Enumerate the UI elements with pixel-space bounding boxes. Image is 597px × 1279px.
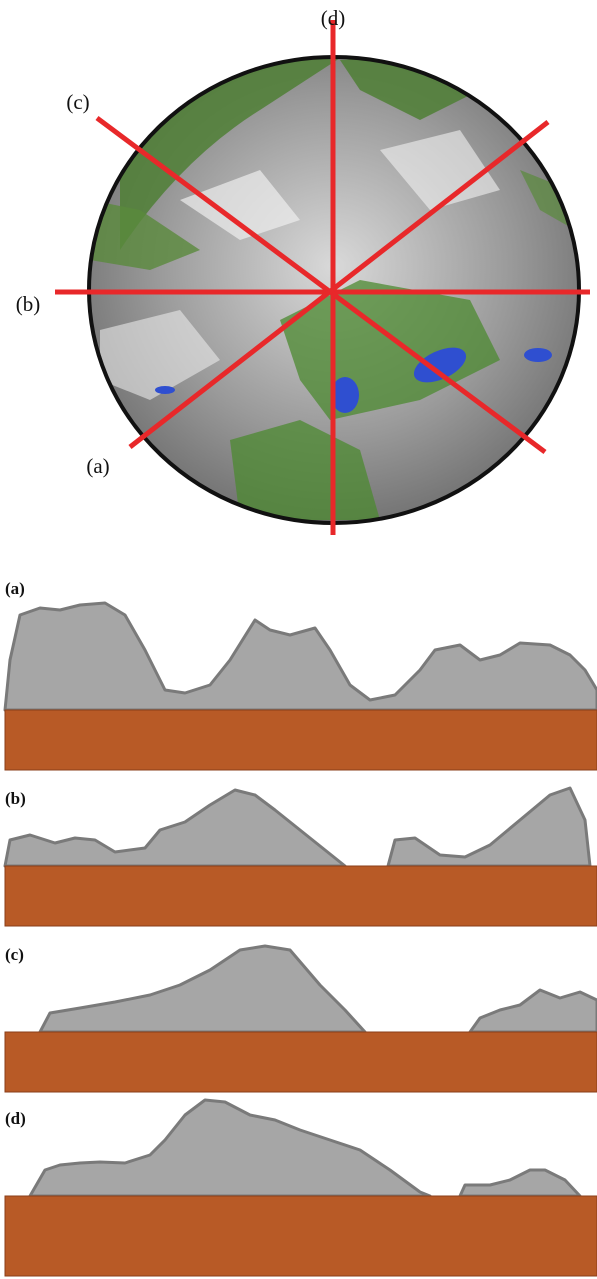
label-b: (b) [16, 292, 41, 316]
profile-label: (d) [5, 1109, 26, 1128]
profile-b: (b) [5, 788, 597, 926]
profile-a: (a) [5, 579, 597, 770]
profile-label: (a) [5, 579, 25, 598]
label-d: (d) [321, 6, 346, 30]
label-c: (c) [66, 90, 89, 114]
profile-c: (c) [5, 945, 597, 1092]
figure: (d) (c) (b) (a) (a) (b) (c) (d) [0, 0, 597, 1279]
profile-label: (b) [5, 789, 26, 808]
label-a: (a) [86, 454, 109, 478]
profile-d: (d) [5, 1100, 597, 1276]
profile-label: (c) [5, 945, 24, 964]
